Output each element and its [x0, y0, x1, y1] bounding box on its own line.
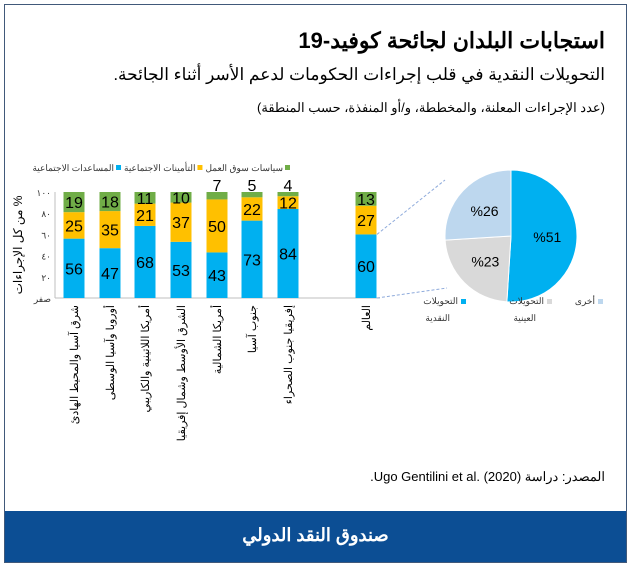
pie-legend-label: العينية — [513, 313, 536, 323]
data-label: 13 — [357, 192, 375, 209]
figure-note: (عدد الإجراءات المعلنة، والمخططة، و/أو ا… — [257, 100, 605, 115]
bar-segment — [241, 197, 263, 221]
connector-line — [376, 287, 448, 299]
bar-segment — [277, 208, 299, 298]
legend-label: التأمينات الاجتماعية — [124, 161, 195, 173]
bar-segment — [355, 192, 377, 206]
category-label: الشرق الأوسط وشمال إفريقيا — [174, 305, 188, 441]
y-tick-label: ٦٠ — [41, 230, 51, 240]
data-label: 47 — [101, 266, 119, 283]
bar-segment — [277, 192, 299, 197]
category-label: شرق آسيا والمحيط الهادئ — [68, 305, 81, 424]
category-label: العالم — [361, 305, 373, 331]
pie-legend-label: النقدية — [425, 313, 450, 323]
bar-segment — [63, 212, 85, 239]
pie-legend-swatch — [547, 299, 552, 304]
pie-legend-label: أخرى — [575, 294, 595, 307]
bar-segment — [277, 196, 299, 209]
source-note: المصدر: دراسة (2020) .Ugo Gentilini et a… — [370, 469, 605, 484]
y-tick-label: ٨٠ — [41, 209, 51, 219]
bar-segment — [134, 192, 156, 204]
data-label: 35 — [101, 223, 119, 240]
bar-segment — [355, 234, 377, 298]
data-label: 12 — [279, 196, 297, 213]
y-tick-label: صفر — [33, 294, 51, 305]
figure-subtitle: التحويلات النقدية في قلب إجراءات الحكوما… — [113, 65, 605, 84]
category-label: أمريكا اللاتينية والكاريبي — [138, 305, 152, 413]
legend-label: سياسات سوق العمل — [205, 163, 283, 174]
bar-segment — [355, 205, 377, 235]
bar-segment — [206, 199, 228, 253]
footer-imf: صندوق النقد الدولي — [5, 511, 626, 562]
data-label: 73 — [243, 252, 261, 269]
data-label: 43 — [208, 268, 226, 285]
bar-segment — [63, 238, 85, 298]
pie-legend-swatch — [461, 299, 466, 304]
bar-segment — [99, 248, 121, 298]
data-label: 53 — [172, 263, 190, 280]
connector-line — [376, 179, 446, 235]
y-axis-label: % من كل الإجراءات — [11, 195, 26, 294]
pie-label: %26 — [471, 203, 499, 219]
pie-label: %51 — [533, 229, 561, 245]
bar-segment — [99, 211, 121, 249]
data-label: 68 — [136, 255, 154, 272]
bar-segment — [134, 203, 156, 226]
data-label: 27 — [357, 213, 375, 230]
bar-segment — [170, 192, 192, 203]
figure-frame — [4, 4, 627, 563]
bar-segment — [241, 192, 263, 198]
data-label: 37 — [172, 215, 190, 232]
y-tick-label: ٢٠ — [41, 273, 51, 283]
data-label: 18 — [101, 195, 119, 212]
category-label: جنوب آسيا — [246, 305, 259, 353]
data-label: 84 — [279, 246, 297, 263]
data-label: 11 — [137, 191, 154, 208]
data-label: 56 — [65, 261, 83, 278]
figure-title: استجابات البلدان لجائحة كوفيد-19 — [298, 28, 605, 53]
bar-segment — [206, 192, 228, 200]
data-label: 5 — [248, 178, 257, 195]
category-label: إفريقيا جنوب الصحراء — [283, 305, 295, 404]
data-label: 22 — [243, 202, 261, 219]
legend-swatch — [197, 165, 203, 170]
pie-legend-label: التحويلات — [423, 296, 458, 307]
y-tick-label: ١٠٠ — [36, 188, 51, 198]
legend-swatch — [285, 165, 290, 170]
data-label: 21 — [136, 208, 154, 225]
pie-slice — [506, 169, 578, 303]
pie-legend-swatch — [598, 299, 603, 304]
pie-slice — [444, 169, 512, 241]
data-label: 60 — [357, 259, 375, 276]
pie-label: %23 — [471, 254, 499, 270]
bar-segment — [63, 192, 85, 213]
bar-segment — [206, 252, 228, 298]
category-label: أوروبا وآسيا الوسطى — [103, 305, 117, 400]
bar-segment — [241, 220, 263, 298]
category-label: أمريكا الشمالية — [210, 305, 224, 374]
data-label: 10 — [172, 190, 190, 207]
data-label: 50 — [208, 219, 226, 236]
data-label: 7 — [213, 178, 222, 195]
pie-slice — [444, 235, 512, 303]
bar-segment — [134, 225, 156, 298]
pie-legend-label: التحويلات — [509, 296, 544, 307]
legend-label: المساعدات الاجتماعية — [32, 163, 114, 173]
legend-swatch — [116, 165, 122, 170]
bar-segment — [170, 241, 192, 298]
data-label: 4 — [284, 178, 293, 195]
bar-segment — [170, 202, 192, 242]
data-label: 19 — [65, 195, 83, 212]
data-label: 25 — [65, 218, 83, 235]
y-tick-label: ٤٠ — [41, 252, 51, 262]
bar-segment — [99, 192, 121, 212]
